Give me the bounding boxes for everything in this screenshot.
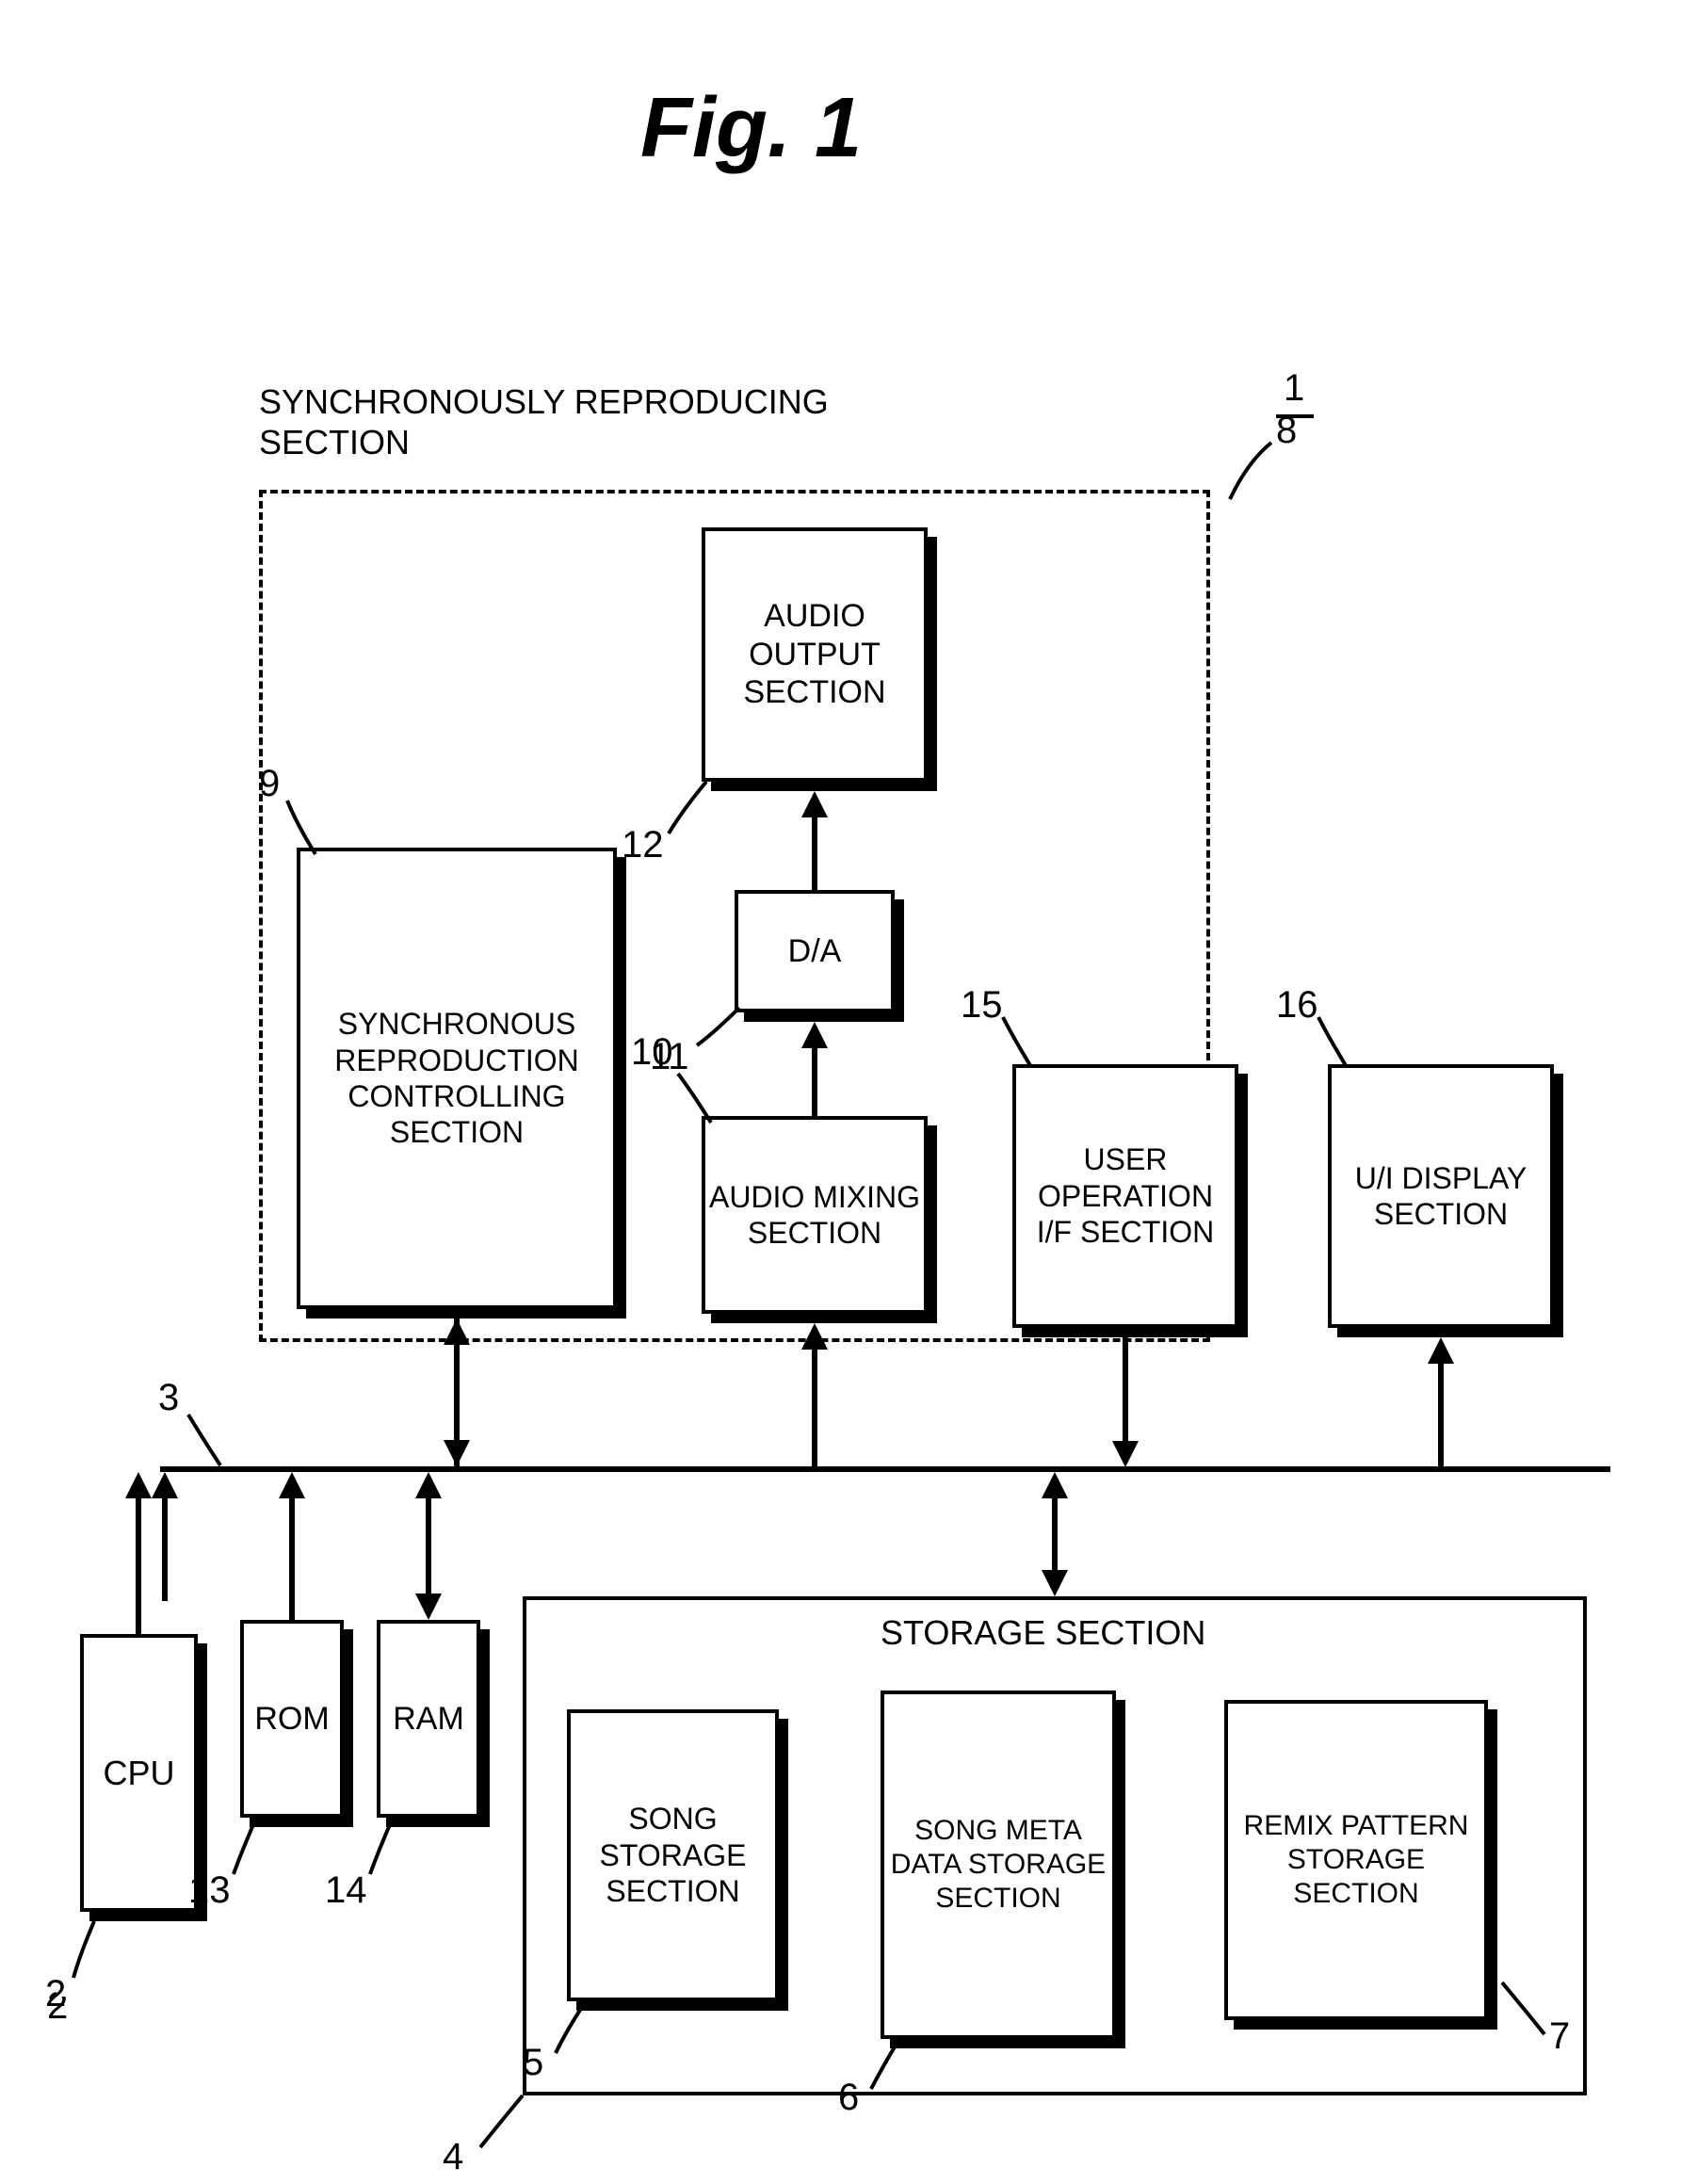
bus-leader <box>179 1405 245 1480</box>
ram-number: 14 <box>325 1869 367 1912</box>
cpu-bus-arrow-2 <box>125 1472 152 1498</box>
sync-ctrl-number: 9 <box>259 763 280 805</box>
audio-mixing-leader <box>669 1064 735 1135</box>
bus-storage-line <box>1052 1497 1058 1572</box>
audio-mixing-block: AUDIO MIXING SECTION <box>702 1116 928 1314</box>
song-storage-leader <box>546 1997 607 2067</box>
cpu-leader-2 <box>66 1917 122 1992</box>
audio-output-block: AUDIO OUTPUT SECTION <box>702 527 928 782</box>
sync-ctrl-label: SYNCHRONOUS REPRODUCTION CONTROLLING SEC… <box>300 1006 613 1151</box>
figure-title: Fig. 1 <box>640 80 862 177</box>
storage-number: 4 <box>443 2136 463 2178</box>
sync-ctrl-bus-arrow-up <box>444 1318 470 1345</box>
sync-ctrl-block: SYNCHRONOUS REPRODUCTION CONTROLLING SEC… <box>297 848 617 1309</box>
rom-bus-arrow <box>279 1472 305 1498</box>
rom-block: ROM <box>240 1620 344 1818</box>
ram-leader <box>363 1818 419 1888</box>
ui-display-leader <box>1309 1008 1375 1078</box>
storage-label: STORAGE SECTION <box>881 1612 1205 1653</box>
audio-output-leader <box>659 772 725 848</box>
ram-bus-arrow-down <box>415 1594 442 1620</box>
sync-repro-label: SYNCHRONOUSLY REPRODUCING SECTION <box>259 381 918 462</box>
audio-mixing-label: AUDIO MIXING SECTION <box>705 1179 924 1252</box>
remix-storage-label: REMIX PATTERN STORAGE SECTION <box>1228 1809 1484 1911</box>
song-storage-number: 5 <box>523 2042 543 2084</box>
sync-ctrl-leader <box>278 791 344 866</box>
sync-ctrl-bus-arrow-down <box>444 1440 470 1466</box>
song-storage-block: SONG STORAGE SECTION <box>567 1709 779 2001</box>
ram-block: RAM <box>377 1620 480 1818</box>
audio-mixing-number: 10 <box>631 1031 673 1074</box>
storage-leader <box>471 2086 546 2161</box>
ui-disp-bus-arrow <box>1428 1337 1454 1364</box>
ui-display-label: U/I DISPLAY SECTION <box>1332 1160 1550 1233</box>
da-block: D/A <box>735 890 895 1012</box>
mix-da-line <box>812 1047 817 1116</box>
bus-number: 3 <box>158 1377 179 1419</box>
ui-display-number: 16 <box>1276 984 1318 1027</box>
user-op-block: USER OPERATION I/F SECTION <box>1012 1064 1238 1328</box>
rom-number: 13 <box>188 1869 231 1912</box>
da-leader <box>687 998 753 1064</box>
user-op-bus-line <box>1123 1337 1128 1443</box>
cpu-label-2: CPU <box>103 1753 174 1793</box>
da-label: D/A <box>788 932 842 971</box>
ram-label: RAM <box>393 1700 464 1739</box>
user-op-number: 15 <box>961 984 1003 1027</box>
meta-storage-number: 6 <box>838 2077 859 2119</box>
ui-display-block: U/I DISPLAY SECTION <box>1328 1064 1554 1328</box>
bus-storage-arrow-up <box>1042 1472 1068 1498</box>
user-op-bus-arrow <box>1112 1441 1139 1467</box>
rom-leader <box>226 1818 283 1888</box>
mix-da-arrow <box>801 1022 828 1048</box>
remix-storage-block: REMIX PATTERN STORAGE SECTION <box>1224 1700 1488 2020</box>
meta-storage-label: SONG META DATA STORAGE SECTION <box>884 1814 1112 1916</box>
meta-storage-leader <box>862 2034 923 2105</box>
da-out-line <box>812 815 817 890</box>
user-op-label: USER OPERATION I/F SECTION <box>1016 1141 1235 1250</box>
cpu-block-2: CPU <box>80 1634 198 1912</box>
remix-storage-number: 7 <box>1549 2015 1570 2058</box>
system-number: 1 <box>1284 367 1304 410</box>
bus-line <box>160 1466 1610 1472</box>
bus-storage-arrow-down <box>1042 1570 1068 1596</box>
audio-mix-bus-line <box>812 1349 817 1468</box>
ui-disp-bus-line <box>1438 1363 1444 1468</box>
cpu-number-2: 2 <box>45 1973 66 2015</box>
song-storage-label: SONG STORAGE SECTION <box>571 1801 775 1909</box>
rom-bus-line <box>289 1497 295 1620</box>
rom-label: ROM <box>254 1700 329 1739</box>
ram-bus-line <box>426 1496 431 1595</box>
diagram-canvas: Fig. 1 1 SYNCHRONOUSLY REPRODUCING SECTI… <box>0 0 1681 2184</box>
cpu-bus-line-2 <box>136 1497 141 1634</box>
da-out-arrow <box>801 791 828 817</box>
meta-storage-block: SONG META DATA STORAGE SECTION <box>881 1691 1116 2039</box>
ram-bus-arrow-up <box>415 1472 442 1498</box>
sync-repro-number: 8 <box>1276 410 1297 452</box>
cpu-bus-arrow <box>152 1472 178 1498</box>
audio-output-number: 12 <box>622 824 664 866</box>
audio-mix-bus-arrow <box>801 1323 828 1350</box>
audio-output-label: AUDIO OUTPUT SECTION <box>705 597 924 712</box>
user-op-leader <box>994 1008 1059 1078</box>
sync-repro-leader <box>1210 433 1285 509</box>
